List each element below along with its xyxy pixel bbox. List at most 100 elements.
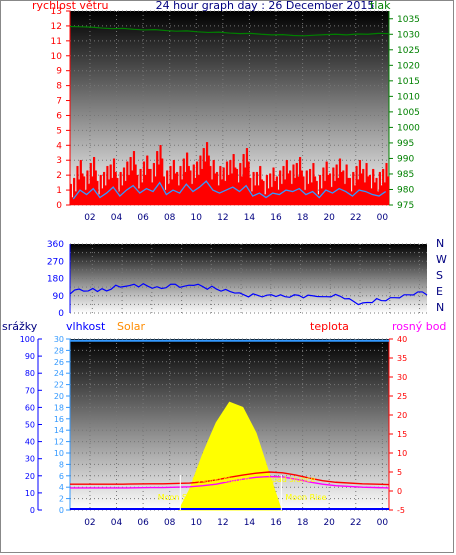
y-tick-label-left: 2: [56, 171, 62, 181]
x-tick-label: 18: [297, 213, 309, 223]
y-tick-label-left: 0: [56, 201, 62, 211]
y-tick-label-rain: 100: [20, 335, 35, 344]
plot-area-2: [70, 244, 427, 313]
y-tick-label-right: 1000: [397, 123, 420, 133]
y-tick-label-humidity: 28: [54, 346, 64, 355]
y-tick-label-temperature: 25: [397, 392, 407, 401]
y-tick-label-rain: 40: [25, 438, 35, 447]
series-wind-direction: [69, 282, 428, 306]
x-tick-label: 06: [137, 213, 149, 223]
y-tick-label-rain: 20: [25, 472, 35, 481]
x-tick-label: 08: [164, 518, 176, 528]
annotation-sunrise: východ slunce: [192, 475, 249, 484]
x-tick-label: 20: [323, 213, 335, 223]
y-tick-label-rain: 70: [25, 386, 35, 395]
y-tick-label-humidity: 20: [54, 392, 64, 401]
y-tick-label-rain: 60: [25, 403, 35, 412]
y-tick-label-left: 7: [56, 97, 62, 107]
x-tick-label: 12: [217, 518, 228, 528]
chart-title: 24 hour graph day : 26 December 2015: [156, 0, 375, 12]
y-tick-label-humidity: 30: [54, 335, 64, 344]
y-tick-label-right: 980: [397, 185, 414, 195]
y-tick-label-left: 10: [51, 52, 63, 62]
y-tick-label-temperature: -5: [397, 506, 405, 515]
y-tick-label-direction: 0: [58, 309, 64, 319]
y-tick-label-rain: 30: [25, 455, 35, 464]
direction-label: N: [436, 301, 444, 314]
x-tick-label: 14: [244, 213, 256, 223]
y-tick-label-humidity: 18: [54, 403, 64, 412]
x-tick-label: 00: [377, 518, 389, 528]
y-tick-label-left: 3: [56, 156, 62, 166]
y-tick-label-left: 11: [51, 37, 62, 47]
y-tick-label-direction: 180: [47, 275, 64, 285]
x-tick-label: 12: [217, 213, 228, 223]
y-tick-label-right: 1025: [397, 46, 420, 56]
x-tick-label: 20: [323, 518, 335, 528]
y-tick-label-right: 1030: [397, 30, 420, 40]
y-tick-label-humidity: 10: [54, 449, 64, 458]
direction-label: S: [436, 269, 443, 282]
x-tick-label: 02: [84, 518, 95, 528]
x-tick-label: 04: [111, 213, 123, 223]
x-tick-label: 14: [244, 518, 256, 528]
y-tick-label-temperature: 30: [397, 373, 407, 382]
y-tick-label-direction: 90: [53, 292, 65, 302]
y-tick-label-rain: 10: [25, 489, 35, 498]
y-tick-label-temperature: 10: [397, 449, 407, 458]
y-tick-label-humidity: 6: [59, 472, 64, 481]
y-tick-label-right: 1015: [397, 77, 420, 87]
y-tick-label-humidity: 22: [54, 381, 64, 390]
y-tick-label-humidity: 16: [54, 415, 64, 424]
y-tick-label-humidity: 0: [59, 506, 64, 515]
y-tick-label-left: 4: [56, 141, 62, 151]
x-tick-label: 18: [297, 518, 309, 528]
y-tick-label-rain: 50: [25, 421, 35, 430]
x-tick-label: 10: [191, 518, 203, 528]
x-tick-label: 08: [164, 213, 176, 223]
series-solar: [178, 401, 283, 511]
y-tick-label-right: 995: [397, 139, 414, 149]
y-tick-label-humidity: 24: [54, 369, 64, 378]
y-tick-label-humidity: 8: [59, 460, 64, 469]
y-tick-label-rain: 80: [25, 369, 35, 378]
x-tick-label: 22: [350, 213, 361, 223]
annotation-moonset: Moon Set: [158, 493, 195, 502]
x-tick-label: 06: [137, 518, 149, 528]
y-tick-label-right: 1010: [397, 92, 420, 102]
y-tick-label-rain: 90: [25, 352, 35, 361]
y-tick-label-humidity: 26: [54, 358, 64, 367]
y-tick-label-temperature: 0: [397, 487, 402, 496]
y-tick-label-temperature: 15: [397, 430, 407, 439]
label-rain: srážky: [2, 320, 38, 333]
y-tick-label-left: 8: [56, 82, 62, 92]
y-tick-label-right: 975: [397, 201, 414, 211]
y-tick-label-left: 1: [56, 186, 62, 196]
x-tick-label: 02: [84, 213, 95, 223]
y-tick-label-temperature: 35: [397, 354, 407, 363]
y-tick-label-humidity: 2: [59, 495, 64, 504]
y-tick-label-right: 1020: [397, 61, 420, 71]
annotation-sunset: západ slunce: [263, 475, 316, 484]
direction-label: E: [436, 285, 443, 298]
x-tick-label: 22: [350, 518, 361, 528]
label-temperature: teplota: [310, 320, 349, 333]
x-tick-label: 04: [111, 518, 123, 528]
series-temperature: [70, 471, 390, 486]
y-tick-label-temperature: 40: [397, 335, 407, 344]
x-tick-label: 16: [270, 213, 282, 223]
annotation-moonrise: Moon Rise: [285, 493, 326, 502]
series-dewpoint: [70, 475, 390, 489]
label-humidity: vlhkost: [66, 320, 106, 333]
x-tick-label: 16: [270, 518, 282, 528]
y-tick-label-right: 1005: [397, 108, 420, 118]
y-tick-label-left: 6: [56, 111, 62, 121]
x-tick-label: 10: [191, 213, 203, 223]
y-tick-label-direction: 360: [47, 240, 64, 250]
y-tick-label-right: 990: [397, 154, 414, 164]
right-axis-title: tlak: [370, 0, 391, 12]
y-tick-label-humidity: 4: [59, 483, 64, 492]
y-tick-label-right: 1035: [397, 15, 420, 25]
